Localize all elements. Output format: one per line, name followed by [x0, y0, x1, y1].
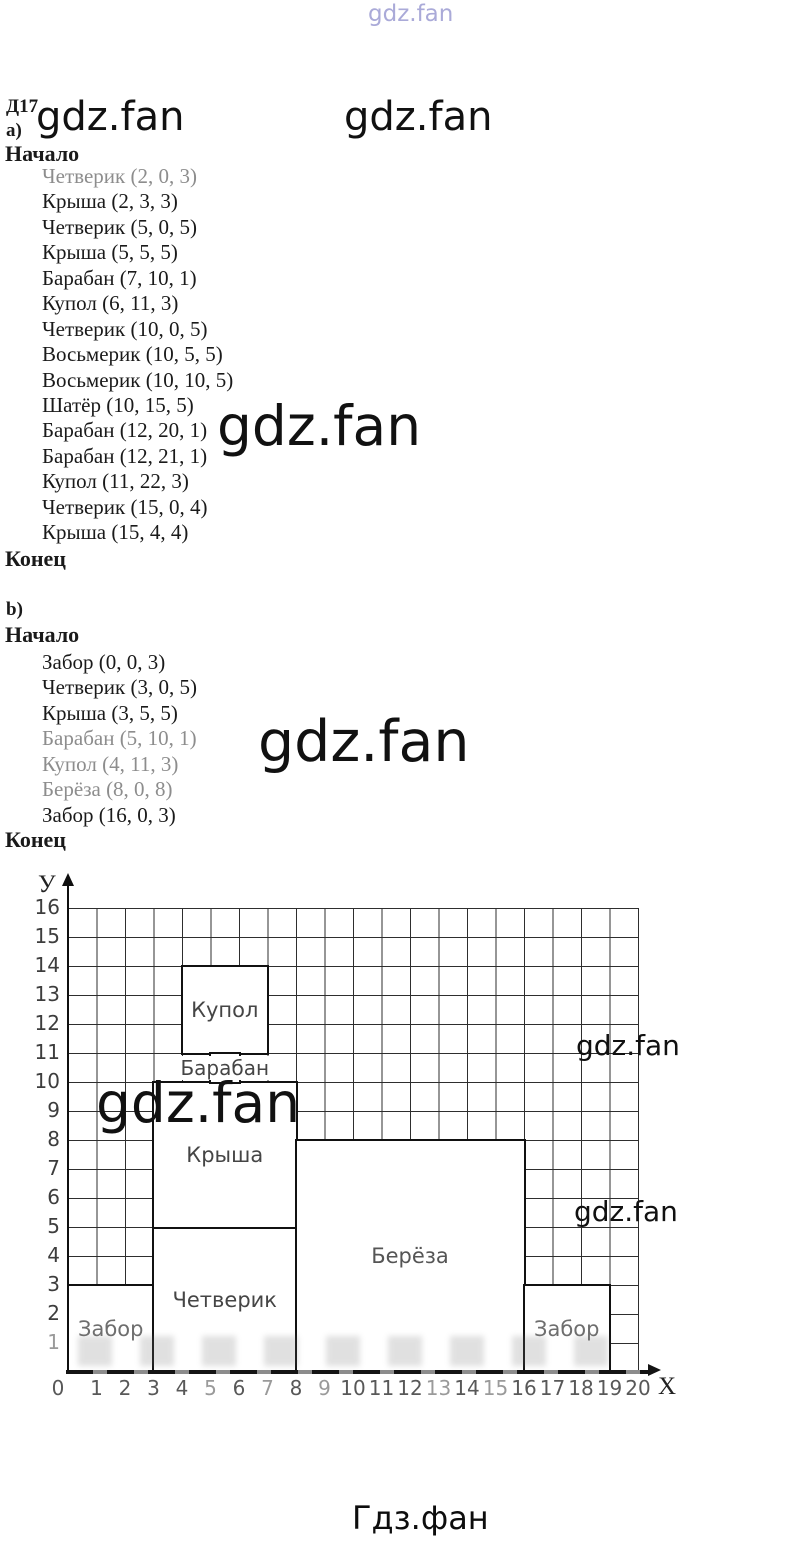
figure-rect-krysha: Крыша — [152, 1080, 298, 1229]
y-axis-arrow-icon — [62, 873, 74, 886]
program-b-line: Забор (16, 0, 3) — [42, 802, 176, 827]
watermark-header-left: gdz.fan — [36, 94, 185, 140]
figure-rect-label: Забор — [78, 1316, 144, 1341]
x-axis-arrow-icon — [648, 1364, 661, 1376]
program-a-line: Купол (6, 11, 3) — [42, 291, 179, 316]
x-tick-label: 10 — [340, 1376, 366, 1400]
begin-keyword-b: Начало — [5, 622, 80, 647]
program-b-line: Купол (4, 11, 3) — [42, 751, 179, 776]
y-tick-label: 4 — [47, 1243, 60, 1267]
program-a-line: Восьмерик (10, 10, 5) — [42, 367, 234, 392]
figure-rect-label: Купол — [191, 997, 259, 1022]
x-tick-label: 16 — [511, 1376, 537, 1400]
watermark-top: gdz.fan — [368, 1, 454, 27]
x-tick-label: 4 — [175, 1376, 189, 1400]
x-tick-label: 0 — [51, 1376, 65, 1400]
y-tick-label: 9 — [47, 1098, 60, 1122]
y-tick-label: 11 — [34, 1040, 60, 1064]
program-b-list: Забор (0, 0, 3) Четверик (3, 0, 5) Крыша… — [42, 650, 197, 828]
x-tick-label: 20 — [625, 1376, 651, 1400]
program-a-list: Четверик (2, 0, 3) Крыша (2, 3, 3) Четве… — [42, 164, 233, 546]
end-keyword-b: Конец — [5, 827, 66, 852]
x-tick-label: 17 — [539, 1376, 566, 1400]
y-tick-label: 6 — [47, 1185, 60, 1209]
figure-rect-kupol: Купол — [180, 964, 269, 1055]
x-tick-label: 19 — [596, 1376, 623, 1400]
part-b-label: b) — [6, 599, 23, 620]
x-tick-label: 2 — [118, 1376, 132, 1400]
y-axis-line — [66, 884, 70, 1373]
program-b-line: Барабан (5, 10, 1) — [42, 726, 197, 751]
y-tick-label: 10 — [34, 1069, 60, 1093]
watermark-chart-right-upper: gdz.fan — [576, 1029, 680, 1062]
figure-rect-zabor-left: Забор — [66, 1283, 155, 1374]
program-b-line: Берёза (8, 0, 8) — [42, 777, 173, 802]
x-tick-label: 14 — [454, 1376, 480, 1400]
x-tick-label: 6 — [232, 1376, 246, 1400]
y-tick-label: 13 — [34, 982, 60, 1006]
program-a-line: Барабан (12, 20, 1) — [42, 418, 208, 443]
y-tick-label: 14 — [34, 953, 60, 977]
y-tick-label: 2 — [47, 1301, 60, 1325]
y-tick-label: 5 — [47, 1214, 60, 1238]
x-tick-label: 18 — [568, 1376, 594, 1400]
x-tick-label: 11 — [368, 1376, 395, 1400]
figure-rect-label: Барабан — [177, 1055, 273, 1080]
watermark-part-b: gdz.fan — [258, 709, 470, 775]
watermark-part-a: gdz.fan — [217, 394, 422, 458]
watermark-chart-right-lower: gdz.fan — [574, 1195, 678, 1228]
figure-rect-label: Берёза — [371, 1244, 449, 1268]
watermark-smudge — [78, 1336, 618, 1366]
program-a-line: Шатёр (10, 15, 5) — [42, 392, 194, 417]
y-tick-label: 12 — [34, 1011, 60, 1035]
x-tick-label: 15 — [482, 1376, 509, 1400]
x-tick-label: 7 — [261, 1376, 274, 1400]
figure-rect-baraban: Барабан — [177, 1051, 273, 1084]
program-a-line: Четверик (15, 0, 4) — [42, 494, 208, 519]
figure-rect-label: Крыша — [186, 1142, 264, 1167]
figure-rect-label: Четверик — [172, 1287, 277, 1312]
figure-rect-bereza: Берёза — [294, 1138, 526, 1374]
x-tick-label: 1 — [90, 1376, 103, 1400]
x-axis-label: X — [658, 1373, 677, 1400]
end-keyword-a: Конец — [5, 546, 66, 571]
program-a-line: Четверик (10, 0, 5) — [42, 316, 208, 341]
y-axis-label: У — [38, 871, 56, 898]
program-a-line: Крыша (5, 5, 5) — [42, 240, 178, 265]
site-footer-label: Гдз.фан — [352, 1499, 489, 1537]
x-tick-label: 3 — [147, 1376, 160, 1400]
x-axis-line — [66, 1370, 648, 1374]
watermark-header-right: gdz.fan — [344, 94, 493, 140]
task-id: Д17 — [6, 96, 39, 117]
program-a-line: Барабан (7, 10, 1) — [42, 265, 197, 290]
y-tick-label: 1 — [47, 1330, 60, 1354]
y-tick-label: 3 — [47, 1272, 60, 1296]
x-tick-label: 9 — [318, 1376, 331, 1400]
program-a-line: Барабан (12, 21, 1) — [42, 443, 208, 468]
program-b-line: Крыша (3, 5, 5) — [42, 700, 178, 725]
program-a-line: Четверик (2, 0, 3) — [42, 164, 197, 188]
x-tick-label: 13 — [425, 1376, 452, 1400]
x-tick-label: 12 — [397, 1376, 423, 1400]
y-tick-label: 7 — [47, 1156, 60, 1180]
begin-keyword-a: Начало — [5, 141, 80, 166]
program-a-line: Купол (11, 22, 3) — [42, 469, 189, 494]
program-a-line: Восьмерик (10, 5, 5) — [42, 342, 223, 367]
y-tick-label: 16 — [34, 895, 60, 919]
figure-rect-zabor-right: Забор — [522, 1283, 611, 1374]
figure-rect-label: Забор — [534, 1316, 600, 1341]
y-tick-label: 8 — [47, 1127, 60, 1151]
x-tick-label: 8 — [289, 1376, 303, 1400]
x-tick-label: 5 — [204, 1376, 217, 1400]
program-a-line: Крыша (2, 3, 3) — [42, 189, 178, 214]
program-a-line: Четверик (5, 0, 5) — [42, 214, 197, 239]
program-b-line: Забор (0, 0, 3) — [42, 650, 166, 674]
watermark-chart-big: gdz.fan — [96, 1071, 301, 1135]
part-a-label: а) — [6, 120, 22, 141]
program-a-line: Крыша (15, 4, 4) — [42, 520, 189, 545]
program-b-line: Четверик (3, 0, 5) — [42, 675, 197, 700]
y-tick-label: 15 — [34, 924, 60, 948]
